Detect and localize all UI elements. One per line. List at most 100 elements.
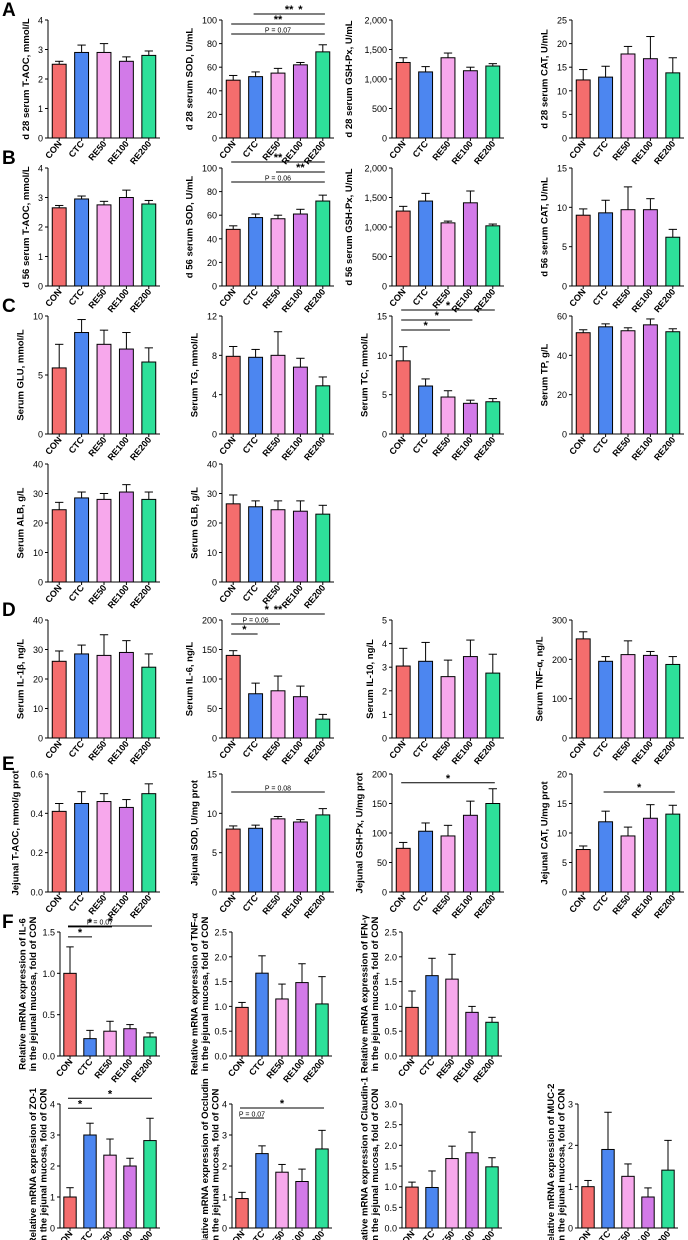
y-tick-label: 0 xyxy=(222,1224,227,1234)
y-tick-label: 100 xyxy=(552,694,567,704)
bar-re50 xyxy=(440,222,456,287)
y-tick-label: 10 xyxy=(557,203,567,213)
x-tick-label-re100: RE100 xyxy=(106,139,131,167)
y-tick-label: 0 xyxy=(562,282,567,292)
x-tick-label-ctc: CTC xyxy=(67,582,87,603)
y-tick-label: 0 xyxy=(382,734,387,744)
bar-con xyxy=(395,210,411,287)
bar-re50 xyxy=(445,978,459,1057)
bar-re100 xyxy=(295,982,309,1057)
bar-con xyxy=(51,509,67,583)
x-tick-label-con: CON xyxy=(43,287,64,309)
bar-re100 xyxy=(118,197,134,287)
bar-re50 xyxy=(96,801,112,893)
x-tick-label-re100: RE100 xyxy=(450,893,475,921)
significance-label: ** xyxy=(285,4,294,16)
y-tick-label: 0 xyxy=(568,1224,573,1234)
x-tick-label-con: CON xyxy=(387,435,408,457)
y-tick-label: 40 xyxy=(207,460,217,470)
bar-re200 xyxy=(485,401,501,435)
y-tick-label: 20 xyxy=(207,110,217,120)
bar-re50 xyxy=(620,209,636,287)
y-tick-label: 1 xyxy=(222,1193,227,1203)
y-axis-label: Serum IL-6, ng/L xyxy=(184,642,195,717)
bar-con xyxy=(51,63,67,139)
bar-re50 xyxy=(440,835,456,893)
y-tick-label: 0 xyxy=(38,578,43,588)
bar-con xyxy=(395,360,411,435)
significance-label: P = 0.07 xyxy=(265,28,291,35)
x-tick-label-con: CON xyxy=(54,1229,75,1240)
x-tick-label-re200: RE200 xyxy=(652,893,677,921)
x-tick-label-con: CON xyxy=(43,739,64,761)
bar-con xyxy=(225,228,241,287)
panel-label-e: E xyxy=(2,754,15,775)
bar-con xyxy=(575,638,591,739)
x-tick-label-ctc: CTC xyxy=(417,1228,437,1240)
bar-re50 xyxy=(270,690,286,739)
bar-re100 xyxy=(123,1165,137,1229)
x-tick-label-con: CON xyxy=(217,287,238,309)
y-tick-label: 3.0 xyxy=(384,1100,397,1110)
x-tick-label-ctc: CTC xyxy=(591,738,611,759)
y-tick-label: 50 xyxy=(377,858,387,868)
bar-ctc xyxy=(598,212,614,287)
y-tick-label: 10 xyxy=(33,548,43,558)
bar-re50 xyxy=(270,354,286,435)
y-tick-label: 0 xyxy=(212,578,217,588)
significance-label: * xyxy=(446,773,451,785)
bar-con xyxy=(575,332,591,435)
y-axis-label-line: Relative mRNA expression of Occludin xyxy=(200,1078,211,1240)
bar-re200 xyxy=(665,331,681,435)
x-tick-label-ctc: CTC xyxy=(67,138,87,159)
y-axis-label-line: Relative mRNA expression of ZO-1 xyxy=(28,1087,39,1240)
x-tick-label-re100: RE100 xyxy=(280,435,305,463)
bar-re100 xyxy=(641,1196,655,1229)
y-tick-label: 0.0 xyxy=(384,1224,397,1234)
x-tick-label-re200: RE200 xyxy=(128,287,153,315)
y-tick-label: 0 xyxy=(212,734,217,744)
x-tick-label-re50: RE50 xyxy=(610,1229,632,1240)
significance-label: P = 0.07 xyxy=(87,920,113,927)
bar-re200 xyxy=(315,1148,329,1229)
y-tick-label: 0 xyxy=(212,282,217,292)
y-tick-label: 1.0 xyxy=(214,1002,227,1012)
bar-re100 xyxy=(118,806,134,893)
y-tick-label: 10 xyxy=(377,351,387,361)
bar-re50 xyxy=(96,343,112,435)
bar-re200 xyxy=(315,814,331,893)
significance-label: * xyxy=(423,320,428,332)
bar-re100 xyxy=(642,324,658,435)
chart-a3: 0 500 1,000 1,500 2,000 d 28 serum GSH-Px, U/… xyxy=(344,16,504,166)
bar-re100 xyxy=(292,213,308,287)
y-tick-label: 2.5 xyxy=(384,928,397,938)
x-tick-label-re200: RE200 xyxy=(302,287,327,315)
x-tick-label-ctc: CTC xyxy=(67,892,87,913)
x-tick-label-ctc: CTC xyxy=(67,286,87,307)
y-tick-label: 1 xyxy=(568,1182,573,1192)
bar-con xyxy=(235,1198,249,1229)
bar-re100 xyxy=(462,814,478,893)
x-tick-label-re200: RE200 xyxy=(652,739,677,767)
y-tick-label: 10 xyxy=(33,312,43,322)
x-tick-label-re200: RE200 xyxy=(652,139,677,167)
bar-con xyxy=(405,1006,419,1057)
bar-ctc xyxy=(74,332,90,435)
bar-re100 xyxy=(295,1181,309,1229)
x-tick-label-re100: RE100 xyxy=(280,583,305,611)
bar-re100 xyxy=(462,70,478,139)
y-tick-label: 200 xyxy=(552,655,567,665)
bar-con xyxy=(235,1006,249,1057)
y-axis-label: Jejunal CAT, U/mg prot xyxy=(540,781,551,885)
x-tick-label-con: CON xyxy=(567,287,588,309)
y-tick-label: 15 xyxy=(557,63,567,73)
x-tick-label-ctc: CTC xyxy=(241,582,261,603)
